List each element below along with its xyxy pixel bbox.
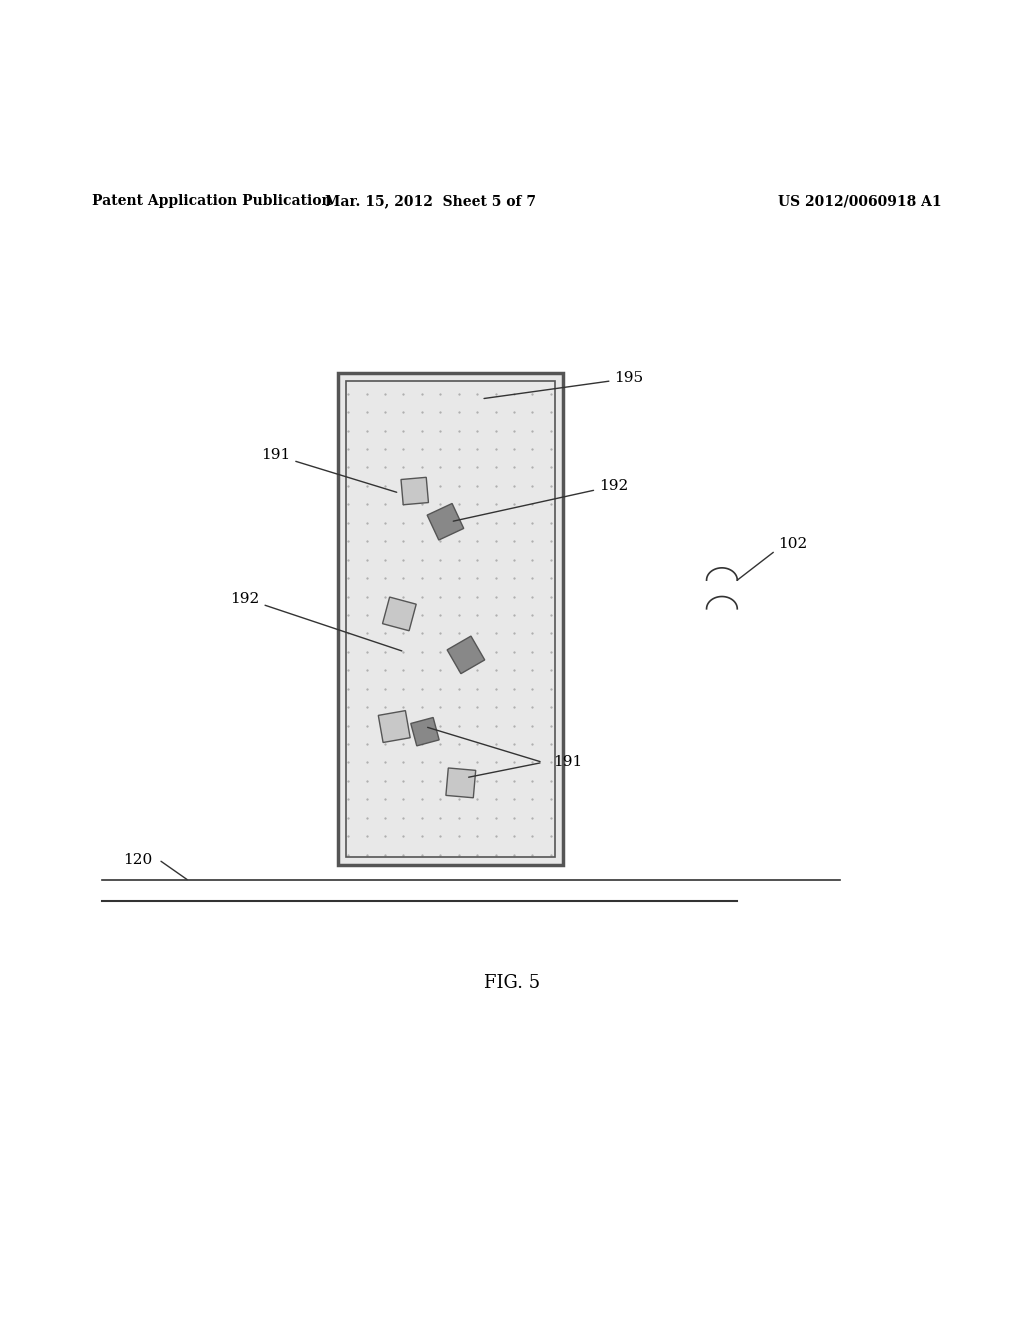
Text: Mar. 15, 2012  Sheet 5 of 7: Mar. 15, 2012 Sheet 5 of 7 — [325, 194, 536, 209]
Bar — [346, 381, 555, 857]
Text: US 2012/0060918 A1: US 2012/0060918 A1 — [778, 194, 942, 209]
Polygon shape — [383, 597, 416, 631]
Text: 102: 102 — [778, 537, 808, 552]
Polygon shape — [378, 710, 411, 742]
Text: 191: 191 — [553, 755, 583, 770]
Text: Patent Application Publication: Patent Application Publication — [92, 194, 332, 209]
Bar — [338, 374, 563, 865]
Polygon shape — [401, 478, 428, 504]
Text: 192: 192 — [230, 591, 401, 651]
Polygon shape — [445, 768, 476, 797]
Text: 120: 120 — [123, 853, 153, 867]
FancyBboxPatch shape — [338, 374, 563, 865]
Text: 192: 192 — [454, 479, 629, 521]
Text: 195: 195 — [484, 371, 643, 399]
Polygon shape — [411, 718, 439, 746]
Polygon shape — [427, 503, 464, 540]
Text: 191: 191 — [261, 449, 396, 492]
Polygon shape — [447, 636, 484, 673]
Text: FIG. 5: FIG. 5 — [484, 974, 540, 991]
